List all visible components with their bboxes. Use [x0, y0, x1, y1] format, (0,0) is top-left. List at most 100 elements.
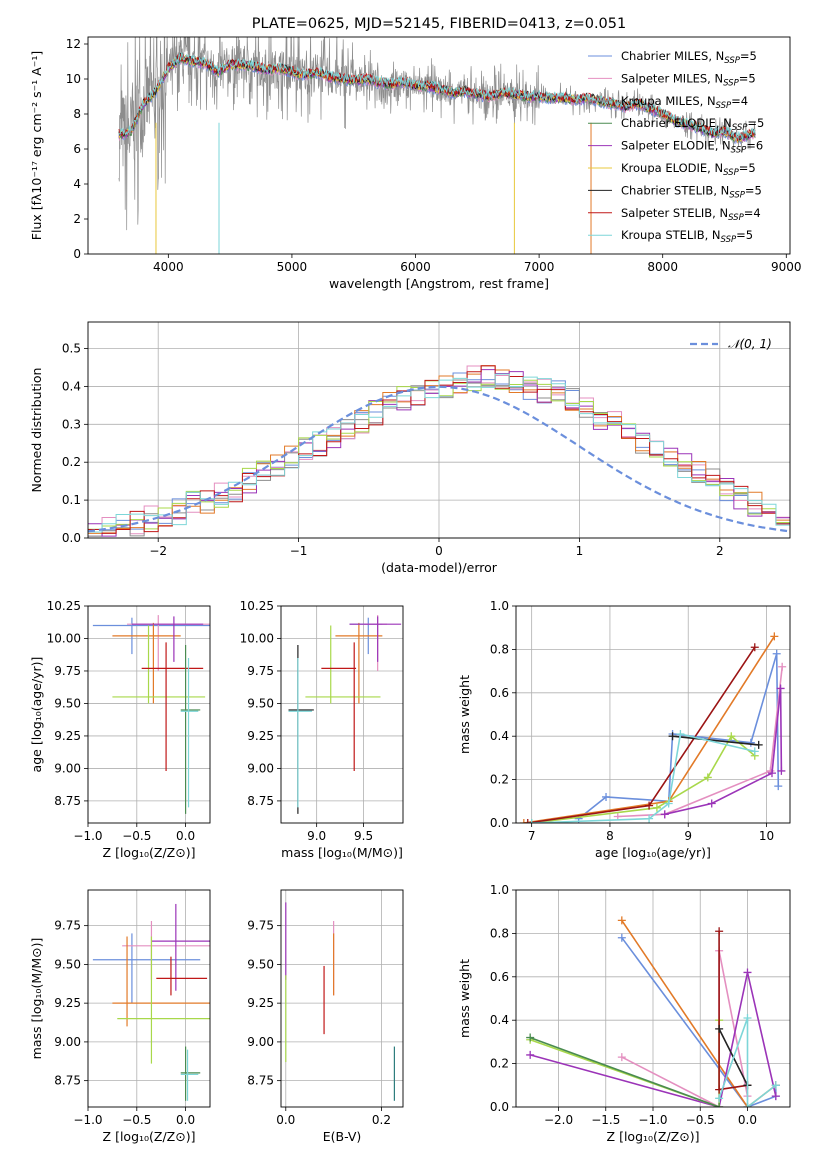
residuals-axes: −2 −1 0 1 2 0.0 0.1 0.2 0.3 0.4 0.5 (data-model)/er… [29, 321, 791, 575]
mass_vs_Z-xtick-label: −1.0 [73, 1113, 102, 1127]
mass_weight_vs_age-xtick-label: 7 [528, 829, 536, 843]
spectrum-ytick-label: 6 [73, 142, 81, 156]
mass_weight_vs_age-frame [515, 605, 791, 824]
spectrum-ytick-label: 10 [66, 72, 81, 86]
legend-label: Salpeter ELODIE, N [621, 139, 731, 153]
mass_vs_ebv-axes: 0.0 0.2 8.75 9.00 9.25 9.50 9.75 E(B-V) [247, 889, 404, 1144]
mass_vs_ebv-xlabel: E(B-V) [323, 1129, 362, 1144]
legend-label: Chabrier MILES, N [621, 49, 724, 63]
weight-marker [778, 662, 787, 671]
spectrum-ytick-label: 4 [73, 177, 81, 191]
legend-label: Salpeter MILES, N [621, 71, 723, 85]
weight-marker [652, 803, 661, 812]
spectrum-xlabel: wavelength [Angstrom, rest frame] [329, 276, 549, 291]
errorbar-point [141, 642, 204, 772]
age_vs_Z-xtick-label: −0.5 [122, 829, 151, 843]
mass_vs_Z-xtick-label: −0.5 [122, 1113, 151, 1127]
mass_vs_Z-plot-area [92, 903, 210, 1101]
weight-marker [771, 1081, 780, 1090]
residual-histogram [88, 365, 790, 535]
weight-marker [715, 927, 724, 936]
mass_vs_Z-xtick-label: 0.0 [176, 1113, 195, 1127]
residuals-xtick-label: 2 [716, 544, 724, 558]
mass_vs_ebv-ytick-label: 8.75 [247, 1074, 274, 1088]
residuals-ylabel: Normed distribution [29, 368, 44, 493]
age_vs_mass-xlabel: mass [log₁₀(M/M⊙)] [281, 845, 403, 860]
residual-histogram [88, 373, 790, 533]
mass_vs_Z-xlabel: Z [log₁₀(Z/Z⊙)] [103, 1129, 196, 1144]
mass_weight_vs_age-ytick-label: 0.4 [490, 729, 509, 743]
residual-histogram [88, 379, 790, 537]
age_vs_Z-xtick-label: −1.0 [73, 829, 102, 843]
spectrum-axes: 4000 5000 6000 7000 8000 9000 0 2 4 6 8 10 12 wavelen… [29, 16, 802, 291]
errorbar-point [321, 642, 357, 772]
age_vs_mass-ytick-label: 10.25 [240, 599, 274, 613]
legend-eq: =5 [747, 116, 764, 130]
legend-eq: =4 [731, 94, 748, 108]
gaussian-curve [88, 385, 790, 533]
weight-marker [617, 1053, 626, 1062]
weight-series [617, 933, 780, 1107]
mass_weight_vs_age-axes: 7 8 9 10 0.0 0.2 0.4 0.6 0.8 1.0 age [log₁₀(age/yr… [457, 599, 791, 860]
age_vs_Z-ytick-label: 9.50 [54, 696, 81, 710]
errorbar-point [112, 625, 206, 704]
age_vs_mass-xtick-label: 9.5 [354, 829, 373, 843]
weight-marker [776, 684, 785, 693]
errorbar-point [156, 956, 208, 996]
age_vs_Z-plot-area [92, 615, 210, 814]
legend-eq: =5 [745, 183, 762, 197]
spectrum-xtick-label: 9000 [771, 260, 802, 274]
weight-marker [526, 1033, 535, 1042]
weight-line [529, 972, 777, 1107]
age_vs_mass-grid [281, 605, 403, 823]
mass_weight_vs_age-ytick-label: 0.8 [490, 642, 509, 656]
residual-legend: 𝒩(0, 1) [690, 337, 772, 351]
spectrum-plot-area [118, 37, 756, 254]
errorbar-point [288, 644, 314, 814]
mass_vs_ebv-ytick-label: 9.75 [247, 919, 274, 933]
weight-marker [715, 1103, 724, 1107]
weight-marker [602, 792, 611, 801]
legend-entry: Chabrier ELODIE, NSSP=5 [621, 116, 764, 133]
mass_weight_vs_Z-ytick-label: 1.0 [490, 883, 509, 897]
mass_weight_vs_Z-ytick-label: 0.2 [490, 1057, 509, 1071]
residuals-xtick-label: −1 [290, 544, 308, 558]
errorbar-point [305, 625, 381, 704]
errorbar-point [92, 933, 201, 1004]
errorbar-point [151, 903, 210, 991]
legend-entry: Salpeter MILES, NSSP=5 [621, 71, 756, 88]
legend-sub: SSP [728, 213, 744, 223]
legend-label: Kroupa MILES, N [621, 94, 716, 108]
age_vs_Z-xtick-label: 0.0 [176, 829, 195, 843]
spectrum-xtick-label: 7000 [524, 260, 555, 274]
spectrum-title: PLATE=0625, MJD=52145, FIBERID=0413, z=0… [252, 16, 626, 32]
age_vs_mass-ytick-label: 9.00 [247, 761, 274, 775]
spectrum-ytick-label: 0 [73, 247, 81, 261]
legend-entry: Salpeter STELIB, NSSP=4 [621, 206, 761, 223]
legend-eq: =5 [739, 161, 756, 175]
weight-line [672, 735, 759, 746]
legend-entry: Chabrier MILES, NSSP=5 [621, 49, 757, 66]
errorbar-point [180, 1046, 201, 1101]
weight-marker [668, 732, 677, 741]
residuals-ytick-label: 0.5 [62, 342, 81, 356]
legend-sub: SSP [716, 101, 732, 111]
weight-marker [727, 732, 736, 741]
legend-sub: SSP [723, 78, 739, 88]
weight-series [527, 730, 759, 823]
weight-line [621, 937, 777, 1107]
legend-label: Chabrier STELIB, N [621, 183, 729, 197]
weight-marker [774, 782, 783, 791]
mass_weight_vs_Z-xtick-label: −2.0 [544, 1113, 573, 1127]
weight-marker [519, 819, 528, 823]
legend-label: Kroupa STELIB, N [621, 228, 721, 242]
legend-entry: Kroupa STELIB, NSSP=5 [621, 228, 753, 245]
legend-entry: Chabrier STELIB, NSSP=5 [621, 183, 762, 200]
legend-label: 𝒩(0, 1) [728, 337, 772, 351]
weight-marker [645, 814, 654, 823]
mass_weight_vs_age-xtick-label: 9 [684, 829, 692, 843]
errorbar-point [288, 657, 312, 808]
mass_vs_ebv-frame [280, 889, 404, 1108]
weight-marker [743, 1014, 752, 1023]
legend-label: Salpeter STELIB, N [621, 206, 728, 220]
